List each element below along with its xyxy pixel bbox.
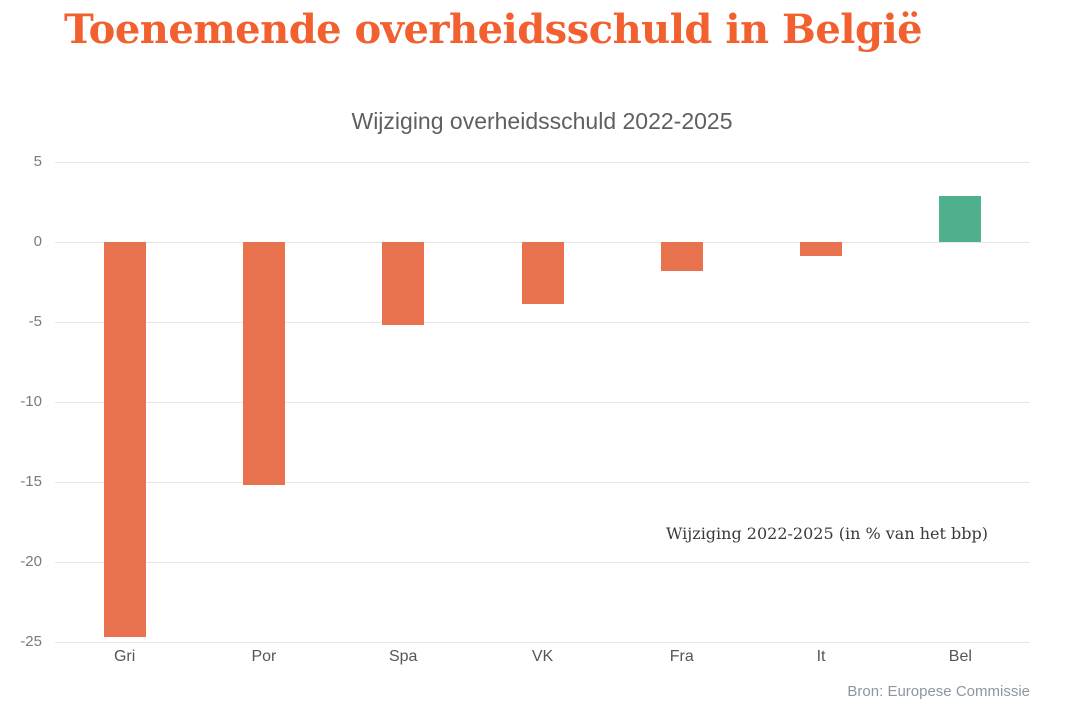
- x-axis-label: Fra: [669, 648, 694, 665]
- source-credit: Bron: Europese Commissie: [847, 683, 1030, 700]
- page-title: Toenemende overheidsschuld in België: [64, 6, 923, 53]
- bar-fra: [660, 242, 703, 271]
- y-tick-label: 0: [33, 233, 42, 250]
- y-tick-label: -10: [20, 393, 42, 410]
- x-axis-label: Gri: [113, 648, 136, 665]
- bar-gri: [103, 242, 146, 638]
- bar-bel: [939, 195, 982, 242]
- y-tick-label: -20: [20, 553, 42, 570]
- y-tick-label: -25: [20, 633, 42, 650]
- gridline: [55, 162, 1030, 163]
- x-axis-label: Spa: [388, 648, 418, 665]
- y-tick-label: 5: [33, 153, 42, 170]
- gridline: [55, 562, 1030, 563]
- bar-spa: [382, 242, 425, 326]
- x-axis-label: Por: [251, 648, 277, 665]
- series-annotation: Wijziging 2022-2025 (in % van het bbp): [666, 524, 988, 543]
- y-tick-label: -15: [20, 473, 42, 490]
- bar-por: [242, 242, 285, 486]
- bar-it: [800, 242, 843, 257]
- gridline: [55, 322, 1030, 323]
- gridline: [55, 642, 1030, 643]
- x-axis-label: Bel: [948, 648, 972, 665]
- y-tick-label: -5: [28, 313, 42, 330]
- bar-vk: [521, 242, 564, 305]
- gridline: [55, 482, 1030, 483]
- x-axis-label: It: [816, 648, 826, 665]
- gridline: [55, 402, 1030, 403]
- chart-subtitle: Wijziging overheidsschuld 2022-2025: [351, 108, 733, 134]
- x-axis-label: VK: [531, 648, 554, 665]
